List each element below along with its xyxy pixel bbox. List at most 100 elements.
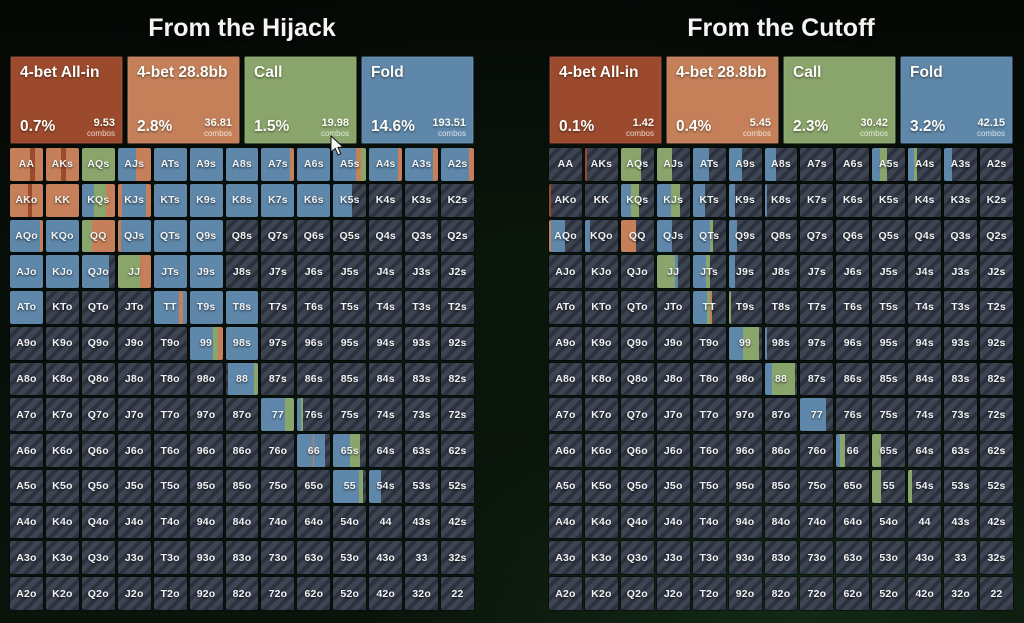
hand-cell-q4s[interactable]: Q4s	[908, 219, 942, 253]
hand-cell-t7o[interactable]: T7o	[692, 398, 726, 432]
hand-cell-76s[interactable]: 76s	[297, 398, 331, 432]
hand-cell-q8o[interactable]: Q8o	[620, 362, 654, 396]
hand-cell-a7o[interactable]: A7o	[10, 398, 43, 432]
hand-cell-ats[interactable]: ATs	[153, 148, 187, 181]
hand-cell-kts[interactable]: KTs	[692, 183, 726, 217]
hand-cell-qto[interactable]: QTo	[620, 291, 654, 324]
hand-cell-t3o[interactable]: T3o	[153, 541, 187, 575]
hand-cell-aks[interactable]: AKs	[45, 148, 79, 181]
hand-cell-42o[interactable]: 42o	[369, 577, 403, 610]
hand-cell-t3s[interactable]: T3s	[944, 291, 978, 324]
hand-cell-j3o[interactable]: J3o	[656, 541, 690, 575]
hand-cell-a6s[interactable]: A6s	[297, 148, 331, 181]
hand-cell-85o[interactable]: 85o	[225, 469, 259, 503]
hand-cell-t7s[interactable]: T7s	[800, 291, 834, 324]
hand-cell-77[interactable]: 77	[261, 398, 295, 432]
hand-cell-54o[interactable]: 54o	[872, 505, 906, 539]
hand-cell-ajo[interactable]: AJo	[549, 255, 582, 289]
hand-cell-t9o[interactable]: T9o	[692, 326, 726, 360]
hand-cell-a5o[interactable]: A5o	[549, 469, 582, 503]
hand-cell-a3s[interactable]: A3s	[944, 148, 978, 181]
hand-cell-tt[interactable]: TT	[153, 291, 187, 324]
hand-cell-t2o[interactable]: T2o	[153, 577, 187, 610]
hand-cell-95o[interactable]: 95o	[189, 469, 223, 503]
hand-cell-j6o[interactable]: J6o	[117, 434, 151, 467]
hand-cell-72s[interactable]: 72s	[980, 398, 1013, 432]
hand-cell-j9o[interactable]: J9o	[656, 326, 690, 360]
hand-cell-q9o[interactable]: Q9o	[620, 326, 654, 360]
hand-cell-q7o[interactable]: Q7o	[81, 398, 115, 432]
hand-cell-t8o[interactable]: T8o	[692, 362, 726, 396]
hand-cell-82o[interactable]: 82o	[225, 577, 259, 610]
hand-cell-98o[interactable]: 98o	[189, 362, 223, 396]
hand-cell-63s[interactable]: 63s	[944, 434, 978, 467]
hand-cell-88[interactable]: 88	[764, 362, 798, 396]
hand-cell-85o[interactable]: 85o	[764, 469, 798, 503]
hand-cell-97s[interactable]: 97s	[261, 326, 295, 360]
hand-cell-94s[interactable]: 94s	[369, 326, 403, 360]
hand-cell-55[interactable]: 55	[872, 469, 906, 503]
hand-cell-jto[interactable]: JTo	[656, 291, 690, 324]
hand-cell-52s[interactable]: 52s	[980, 469, 1013, 503]
hand-cell-t8o[interactable]: T8o	[153, 362, 187, 396]
hand-cell-qts[interactable]: QTs	[692, 219, 726, 253]
hand-cell-95s[interactable]: 95s	[872, 326, 906, 360]
hand-cell-qjo[interactable]: QJo	[81, 255, 115, 289]
hand-cell-kjs[interactable]: KJs	[117, 183, 151, 217]
hand-cell-22[interactable]: 22	[980, 577, 1013, 610]
hand-cell-63o[interactable]: 63o	[836, 541, 870, 575]
hand-cell-a2s[interactable]: A2s	[441, 148, 474, 181]
hand-cell-jto[interactable]: JTo	[117, 291, 151, 324]
hand-cell-k3o[interactable]: K3o	[45, 541, 79, 575]
hand-cell-j9s[interactable]: J9s	[728, 255, 762, 289]
hand-cell-j6o[interactable]: J6o	[656, 434, 690, 467]
hand-cell-32s[interactable]: 32s	[980, 541, 1013, 575]
hand-cell-t5o[interactable]: T5o	[692, 469, 726, 503]
hand-cell-43s[interactable]: 43s	[944, 505, 978, 539]
hand-cell-64o[interactable]: 64o	[297, 505, 331, 539]
hand-cell-ajs[interactable]: AJs	[117, 148, 151, 181]
hand-cell-87s[interactable]: 87s	[800, 362, 834, 396]
hand-cell-83o[interactable]: 83o	[225, 541, 259, 575]
hand-cell-84s[interactable]: 84s	[908, 362, 942, 396]
hand-cell-84s[interactable]: 84s	[369, 362, 403, 396]
hand-cell-32o[interactable]: 32o	[405, 577, 439, 610]
hand-cell-a9o[interactable]: A9o	[549, 326, 582, 360]
hand-cell-86o[interactable]: 86o	[764, 434, 798, 467]
hand-cell-j5o[interactable]: J5o	[656, 469, 690, 503]
hand-cell-t2s[interactable]: T2s	[980, 291, 1013, 324]
hand-cell-73o[interactable]: 73o	[261, 541, 295, 575]
hand-cell-q3s[interactable]: Q3s	[944, 219, 978, 253]
hand-cell-73s[interactable]: 73s	[944, 398, 978, 432]
hand-cell-73s[interactable]: 73s	[405, 398, 439, 432]
hand-cell-aqo[interactable]: AQo	[10, 219, 43, 253]
action-box-fold[interactable]: Fold 14.6% 193.51 combos	[361, 56, 474, 144]
hand-cell-t2o[interactable]: T2o	[692, 577, 726, 610]
hand-cell-q2o[interactable]: Q2o	[81, 577, 115, 610]
hand-cell-aqo[interactable]: AQo	[549, 219, 582, 253]
hand-cell-k7s[interactable]: K7s	[261, 183, 295, 217]
hand-cell-75s[interactable]: 75s	[872, 398, 906, 432]
hand-cell-t6s[interactable]: T6s	[836, 291, 870, 324]
hand-cell-qjs[interactable]: QJs	[117, 219, 151, 253]
hand-cell-98s[interactable]: 98s	[225, 326, 259, 360]
hand-cell-t7o[interactable]: T7o	[153, 398, 187, 432]
hand-cell-j7o[interactable]: J7o	[656, 398, 690, 432]
hand-cell-t9s[interactable]: T9s	[728, 291, 762, 324]
hand-cell-93o[interactable]: 93o	[189, 541, 223, 575]
hand-cell-53s[interactable]: 53s	[944, 469, 978, 503]
hand-cell-87o[interactable]: 87o	[225, 398, 259, 432]
hand-cell-qq[interactable]: QQ	[81, 219, 115, 253]
hand-cell-76o[interactable]: 76o	[261, 434, 295, 467]
hand-cell-66[interactable]: 66	[836, 434, 870, 467]
hand-cell-kjo[interactable]: KJo	[45, 255, 79, 289]
hand-cell-73o[interactable]: 73o	[800, 541, 834, 575]
hand-cell-a2o[interactable]: A2o	[10, 577, 43, 610]
hand-cell-95s[interactable]: 95s	[333, 326, 367, 360]
hand-cell-t4o[interactable]: T4o	[692, 505, 726, 539]
hand-cell-97s[interactable]: 97s	[800, 326, 834, 360]
hand-cell-98o[interactable]: 98o	[728, 362, 762, 396]
hand-cell-k9s[interactable]: K9s	[189, 183, 223, 217]
hand-cell-k2o[interactable]: K2o	[45, 577, 79, 610]
hand-cell-53s[interactable]: 53s	[405, 469, 439, 503]
